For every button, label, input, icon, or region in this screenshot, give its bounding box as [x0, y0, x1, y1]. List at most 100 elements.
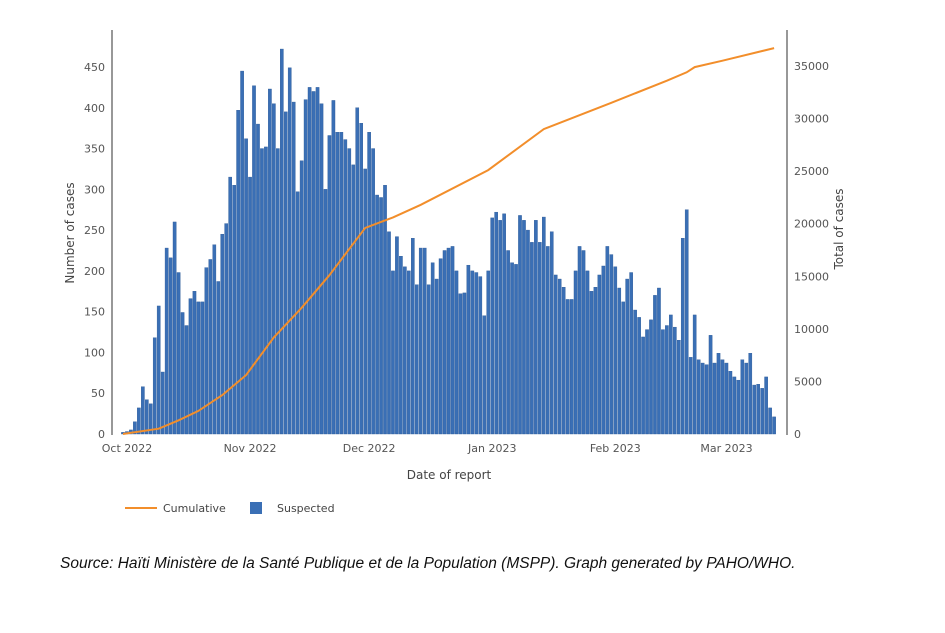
bar-suspected — [645, 329, 649, 435]
bar-suspected — [641, 336, 645, 435]
bar-suspected — [561, 287, 566, 435]
left-tick-label: 250 — [84, 224, 105, 237]
axis-ticks: 0 50 100 150 200 250 300 350 400 450 0 5000 10000 150… — [84, 60, 829, 455]
bar-suspected — [530, 242, 534, 435]
bar-suspected — [252, 85, 256, 435]
bar-suspected — [478, 276, 483, 435]
right-tick-label: 20000 — [794, 218, 829, 231]
bar-suspected — [768, 407, 772, 435]
bar-suspected — [152, 337, 157, 435]
bar-suspected — [426, 284, 431, 435]
legend-suspected-label: Suspected — [277, 502, 335, 515]
x-axis-title: Date of report — [407, 468, 492, 482]
x-tick-label: Oct 2022 — [102, 442, 153, 455]
bar-suspected — [720, 359, 725, 435]
bar-suspected — [510, 262, 514, 435]
bar-suspected — [573, 270, 578, 435]
bar-suspected — [272, 103, 276, 435]
bar-suspected — [355, 107, 360, 435]
left-tick-label: 300 — [84, 183, 105, 196]
bar-suspected — [482, 315, 487, 435]
bar-suspected — [589, 291, 594, 435]
bar-suspected — [553, 274, 558, 435]
bar-suspected — [700, 362, 705, 435]
bar-suspected — [581, 250, 586, 435]
bar-suspected — [196, 301, 201, 435]
bar-suspected — [160, 371, 165, 435]
bar-suspected — [192, 291, 197, 435]
bar-suspected — [276, 148, 280, 435]
bar-suspected — [522, 220, 526, 435]
x-tick-label: Dec 2022 — [343, 442, 396, 455]
bar-suspected — [577, 246, 582, 435]
bar-suspected — [605, 246, 610, 435]
bar-suspected — [133, 421, 137, 435]
right-tick-label: 5000 — [794, 375, 822, 388]
bar-suspected — [724, 362, 729, 435]
bar-suspected — [260, 148, 264, 435]
bar-suspected — [283, 111, 288, 435]
left-axis-title: Number of cases — [63, 182, 77, 283]
bar-suspected — [148, 403, 153, 435]
bar-suspected — [371, 148, 375, 435]
bar-suspected — [430, 262, 435, 435]
bar-suspected — [502, 213, 506, 435]
bar-suspected — [506, 250, 510, 435]
bar-suspected — [458, 293, 463, 435]
bar-suspected — [772, 416, 776, 435]
right-tick-label: 30000 — [794, 113, 829, 126]
bar-suspected — [351, 164, 356, 435]
left-tick-label: 200 — [84, 265, 105, 278]
bar-suspected — [367, 132, 371, 435]
bar-suspected — [454, 270, 459, 435]
bar-suspected — [141, 386, 145, 435]
epidemic-curve-chart: 0 50 100 150 200 250 300 350 400 450 0 5000 10000 150… — [63, 30, 846, 515]
bar-suspected — [470, 270, 475, 435]
bar-suspected — [732, 376, 737, 435]
bar-suspected — [256, 123, 260, 435]
bar-suspected — [756, 384, 760, 435]
bar-suspected — [414, 284, 419, 435]
bar-suspected — [311, 91, 316, 435]
bar-suspected — [208, 259, 213, 435]
bar-suspected — [307, 87, 312, 435]
x-tick-label: Nov 2022 — [224, 442, 277, 455]
bar-suspected — [383, 185, 387, 435]
bar-suspected — [545, 246, 550, 435]
left-tick-label: 350 — [84, 143, 105, 156]
bar-suspected — [637, 317, 641, 435]
bar-suspected — [760, 388, 764, 435]
bar-suspected — [549, 231, 554, 435]
bar-suspected — [395, 236, 399, 435]
bar-suspected — [228, 176, 232, 435]
bar-suspected — [677, 340, 681, 435]
bar-suspected — [684, 209, 689, 435]
bar-suspected — [569, 299, 574, 435]
bar-suspected — [708, 335, 713, 435]
bar-suspected — [466, 264, 471, 435]
bar-suspected — [740, 359, 745, 435]
bar-suspected — [593, 287, 598, 435]
bar-suspected — [347, 148, 352, 435]
bar-suspected — [399, 256, 403, 435]
bar-suspected — [180, 312, 185, 435]
bar-suspected — [597, 274, 602, 435]
bar-suspected — [188, 298, 193, 435]
bar-suspected — [204, 267, 209, 435]
suspected-bars — [121, 48, 776, 435]
bar-suspected — [752, 384, 757, 435]
bar-suspected — [534, 220, 538, 435]
cumulative-line — [122, 47, 775, 435]
bar-suspected — [407, 270, 411, 435]
bar-suspected — [375, 194, 379, 435]
bar-suspected — [716, 353, 721, 435]
bar-suspected — [494, 211, 498, 435]
bar-suspected — [280, 48, 284, 435]
bar-suspected — [704, 364, 709, 435]
bar-suspected — [609, 254, 614, 435]
right-tick-label: 0 — [794, 428, 801, 441]
bar-suspected — [526, 229, 530, 435]
bar-suspected — [212, 244, 217, 435]
bar-suspected — [418, 247, 423, 435]
bar-suspected — [601, 265, 606, 435]
